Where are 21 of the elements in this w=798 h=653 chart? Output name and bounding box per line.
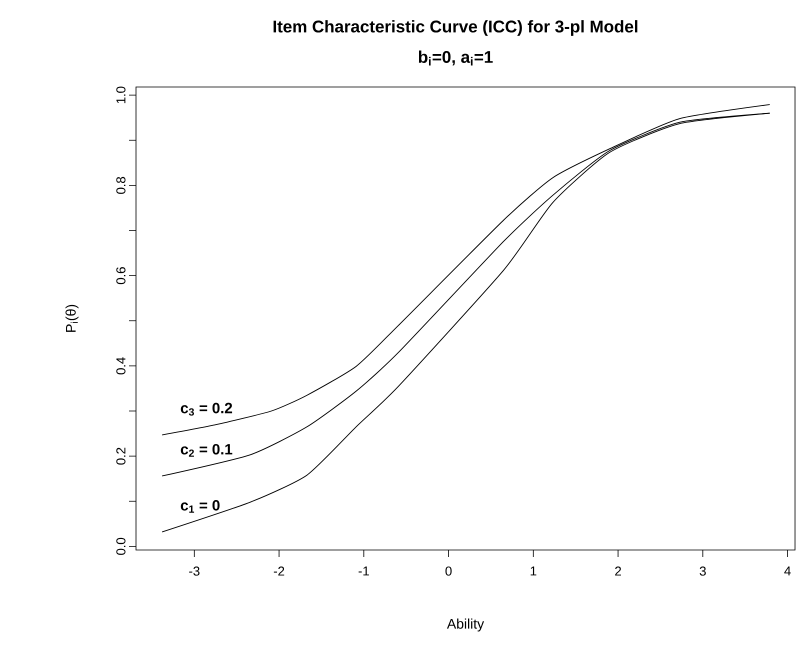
y-axis-title: P$_{i}$(θ) bbox=[66, 304, 78, 332]
y-tick-label: 0.6 bbox=[116, 267, 126, 284]
y-tick-label: 0.4 bbox=[116, 357, 126, 374]
chart-subtitle: b$_{i}$=0, a$_{i}$=1 bbox=[418, 50, 493, 66]
series-label: c$_{1}$ = 0 bbox=[180, 500, 220, 513]
x-axis-title: Ability bbox=[446, 618, 484, 632]
x-tick-label: 2 bbox=[615, 566, 622, 576]
y-tick-label: 0.8 bbox=[116, 176, 126, 194]
y-tick-label: 0.2 bbox=[116, 448, 126, 465]
x-tick-label: 0 bbox=[445, 566, 452, 576]
x-tick-label: 1 bbox=[530, 566, 536, 576]
x-tick-label: -2 bbox=[274, 566, 284, 576]
series-label: c$_{2}$ = 0.1 bbox=[180, 444, 232, 457]
x-tick-label: -3 bbox=[189, 566, 200, 576]
y-tick-label: 1.0 bbox=[116, 86, 126, 104]
x-tick-label: 3 bbox=[700, 566, 706, 576]
x-tick-label: -1 bbox=[358, 566, 369, 576]
series-label: c$_{3}$ = 0.2 bbox=[180, 402, 232, 416]
x-tick-label: 4 bbox=[784, 566, 791, 576]
y-tick-label: 0.0 bbox=[116, 538, 126, 555]
chart-title: Item Characteristic Curve (ICC) for 3-pl Model bbox=[274, 20, 638, 36]
